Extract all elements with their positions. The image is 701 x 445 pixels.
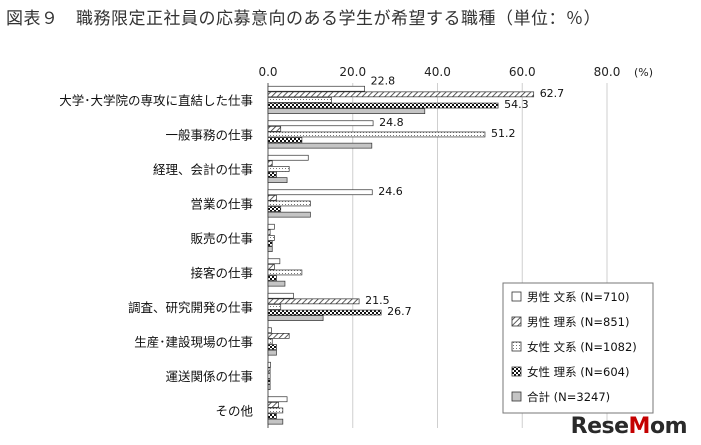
bar <box>267 269 303 276</box>
bar <box>267 97 332 103</box>
x-tick-label: 0.0 <box>258 65 277 79</box>
bar-layer <box>267 85 535 425</box>
bar <box>267 309 382 316</box>
bar <box>267 344 277 350</box>
x-unit-label: (%) <box>634 66 653 79</box>
category-label: その他 <box>215 403 253 418</box>
legend-label: 男性 理系 (N=851) <box>527 315 629 329</box>
legend-swatch <box>511 316 522 327</box>
category-label: 大学･大学院の専攻に直結した仕事 <box>59 93 253 108</box>
bar <box>267 206 282 212</box>
bar <box>267 211 311 218</box>
bar <box>267 402 279 408</box>
bar <box>267 166 290 172</box>
bar <box>267 413 277 419</box>
bar <box>267 327 272 334</box>
bar <box>267 246 273 252</box>
bar <box>267 407 284 414</box>
bar <box>267 131 486 138</box>
bar <box>267 223 275 230</box>
data-label: 62.7 <box>540 87 565 100</box>
legend: 男性 文系 (N=710) 男性 理系 (N=851) 女性 文系 (N=1082)… <box>502 282 654 414</box>
bar <box>267 120 374 127</box>
bar <box>267 142 373 149</box>
bar <box>267 160 273 167</box>
bar <box>267 298 360 305</box>
bar <box>267 102 499 109</box>
bar <box>267 189 373 196</box>
category-label: 経理、会計の仕事 <box>153 162 253 177</box>
bar <box>267 235 275 241</box>
bar <box>267 108 426 115</box>
category-label: 調査、研究開発の仕事 <box>128 300 253 315</box>
bar <box>267 280 286 287</box>
bar <box>267 361 271 368</box>
bar <box>267 378 271 385</box>
category-label: 運送関係の仕事 <box>165 369 253 384</box>
bar <box>267 315 324 321</box>
bar <box>267 91 535 98</box>
bar <box>267 292 294 299</box>
category-layer: 大学･大学院の専攻に直結した仕事一般事務の仕事経理、会計の仕事営業の仕事販売の仕… <box>59 93 253 419</box>
bar <box>267 384 271 390</box>
data-label: 51.2 <box>491 127 515 140</box>
data-label-layer: 22.8 62.7 54.3 24.8 51.2 24.6 21.526.7 <box>365 74 564 318</box>
x-tick-label: 40.0 <box>424 65 451 79</box>
bar <box>267 137 303 143</box>
legend-swatch <box>511 341 522 352</box>
bar <box>267 349 277 356</box>
data-label: 22.8 <box>371 74 396 87</box>
legend-swatch <box>511 366 522 377</box>
bar <box>267 177 288 183</box>
bar <box>267 373 271 379</box>
legend-label: 男性 文系 (N=710) <box>527 290 629 304</box>
bar <box>267 418 284 425</box>
chart-title: 図表９ 職務限定正社員の応募意向のある学生が希望する職種（単位：％） <box>6 9 601 29</box>
x-tick-label: 20.0 <box>339 65 366 79</box>
legend-label: 女性 理系 (N=604) <box>527 365 629 379</box>
category-label: 営業の仕事 <box>190 196 253 211</box>
legend-swatch <box>511 391 522 402</box>
resemom-logo: ReseMom <box>570 414 688 439</box>
category-label: 一般事務の仕事 <box>165 127 253 142</box>
tick-layer: 0.0 20.0 40.0 60.0 80.0 (%) <box>258 65 653 79</box>
bar <box>267 333 290 339</box>
bar <box>267 304 282 310</box>
bar <box>267 195 277 201</box>
legend-box <box>502 282 654 414</box>
bar <box>267 264 275 270</box>
legend-label: 合計 (N=3247) <box>527 390 610 404</box>
bar <box>267 258 281 265</box>
bar <box>267 338 273 345</box>
x-tick-label: 80.0 <box>594 65 621 79</box>
bar <box>267 396 288 403</box>
category-label: 販売の仕事 <box>190 231 253 246</box>
data-label: 24.6 <box>378 185 403 198</box>
data-label: 21.5 <box>365 294 390 307</box>
bar <box>267 240 273 247</box>
data-label: 24.8 <box>379 116 404 129</box>
category-label: 生産･建設現場の仕事 <box>134 334 253 349</box>
bar <box>267 154 309 161</box>
data-label: 26.7 <box>387 305 412 318</box>
category-label: 接客の仕事 <box>190 265 253 280</box>
legend-swatch <box>511 291 522 302</box>
bar <box>267 229 271 236</box>
bar <box>267 200 311 207</box>
legend-label: 女性 文系 (N=1082) <box>527 340 637 354</box>
bar <box>267 171 277 178</box>
bar <box>267 367 271 374</box>
x-tick-label: 60.0 <box>509 65 536 79</box>
bar <box>267 125 282 132</box>
bar <box>267 275 277 281</box>
bar <box>267 85 365 92</box>
data-label: 54.3 <box>504 98 529 111</box>
